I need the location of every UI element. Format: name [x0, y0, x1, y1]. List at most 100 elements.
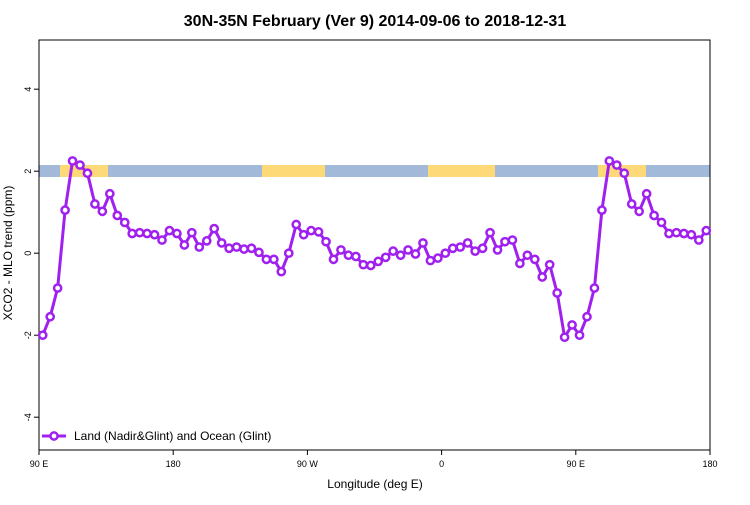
y-tick-label: 2	[23, 169, 33, 174]
data-point	[134, 227, 145, 238]
x-tick-label: 180	[166, 459, 181, 469]
data-point	[686, 229, 697, 240]
data-point	[276, 266, 287, 277]
data-point	[597, 205, 607, 215]
data-point	[641, 188, 652, 199]
data-point	[544, 259, 555, 270]
data-point	[149, 229, 160, 240]
data-point	[75, 160, 85, 170]
data-point	[90, 199, 100, 209]
data-point	[418, 238, 428, 248]
data-point	[179, 240, 190, 250]
data-point	[574, 330, 585, 341]
data-point	[447, 243, 458, 254]
data-point	[224, 243, 234, 254]
data-point	[52, 283, 63, 293]
data-point	[656, 217, 667, 228]
data-point	[351, 251, 361, 262]
data-point	[440, 248, 451, 259]
data-point	[589, 283, 600, 293]
data-point	[45, 311, 56, 322]
data-point	[216, 238, 227, 248]
legend-label: Land (Nadir&Glint) and Ocean (Glint)	[74, 429, 271, 443]
legend-marker	[49, 431, 59, 441]
data-point	[515, 258, 525, 269]
data-point	[112, 210, 123, 221]
data-point	[567, 320, 577, 330]
data-point	[649, 210, 659, 221]
data-point	[365, 260, 376, 271]
data-point	[127, 228, 138, 239]
x-axis-label: Longitude (deg E)	[327, 477, 422, 491]
data-point	[537, 272, 548, 282]
y-tick-label: -4	[23, 413, 33, 421]
data-point	[157, 235, 167, 245]
data-point	[455, 242, 466, 252]
data-point	[462, 238, 473, 248]
data-point	[246, 243, 257, 254]
data-point	[164, 225, 175, 236]
data-point	[403, 245, 413, 255]
data-point	[142, 228, 152, 239]
data-point	[104, 188, 115, 199]
data-point	[60, 205, 70, 215]
y-tick-label: -2	[23, 331, 33, 339]
data-point	[261, 254, 272, 265]
x-tick-label: 90 W	[297, 459, 319, 469]
data-point	[254, 247, 264, 258]
data-point	[552, 288, 563, 298]
data-point	[425, 255, 436, 266]
data-point	[321, 236, 331, 247]
data-point	[380, 252, 391, 263]
data-point	[671, 227, 682, 238]
data-point	[410, 249, 421, 259]
data-point	[194, 242, 205, 252]
data-point	[291, 219, 302, 230]
data-point	[209, 223, 220, 234]
data-point	[477, 243, 488, 254]
data-point	[336, 245, 346, 255]
data-point	[306, 225, 316, 236]
y-axis-label: XCO2 - MLO trend (ppm)	[1, 186, 15, 321]
data-point	[67, 156, 78, 166]
chart-title: 30N-35N February (Ver 9) 2014-09-06 to 2…	[184, 13, 567, 30]
data-point	[97, 206, 108, 217]
x-tick-label: 90 E	[30, 459, 49, 469]
legend: Land (Nadir&Glint) and Ocean (Glint)	[42, 429, 271, 443]
data-point	[701, 225, 712, 236]
data-point	[239, 244, 249, 254]
data-point	[358, 259, 369, 270]
data-point	[634, 206, 645, 217]
data-point	[492, 245, 503, 255]
data-point	[529, 254, 540, 265]
x-tick-label: 180	[702, 459, 717, 469]
data-point	[373, 256, 384, 267]
data-point	[82, 168, 93, 179]
data-point	[693, 235, 704, 245]
data-point	[626, 199, 637, 209]
data-point	[388, 246, 398, 256]
data-point	[395, 250, 406, 261]
y-tick-label: 0	[23, 251, 33, 256]
x-tick-label: 0	[439, 459, 444, 469]
data-point	[186, 227, 197, 238]
data-point	[619, 168, 630, 179]
data-point	[269, 254, 279, 265]
data-point	[664, 228, 674, 239]
data-point	[604, 156, 615, 166]
data-point	[313, 227, 324, 237]
data-point	[507, 235, 518, 245]
data-point	[283, 248, 294, 259]
data-point	[298, 229, 309, 240]
data-point	[611, 160, 622, 170]
plot-frame	[38, 39, 711, 451]
data-point	[201, 236, 212, 246]
x-tick-label: 90 E	[567, 459, 586, 469]
data-point	[172, 228, 182, 239]
y-tick-label: 4	[23, 87, 33, 92]
data-point	[328, 254, 339, 265]
data-point	[522, 250, 533, 261]
data-point	[343, 250, 354, 261]
data-point	[119, 217, 130, 228]
